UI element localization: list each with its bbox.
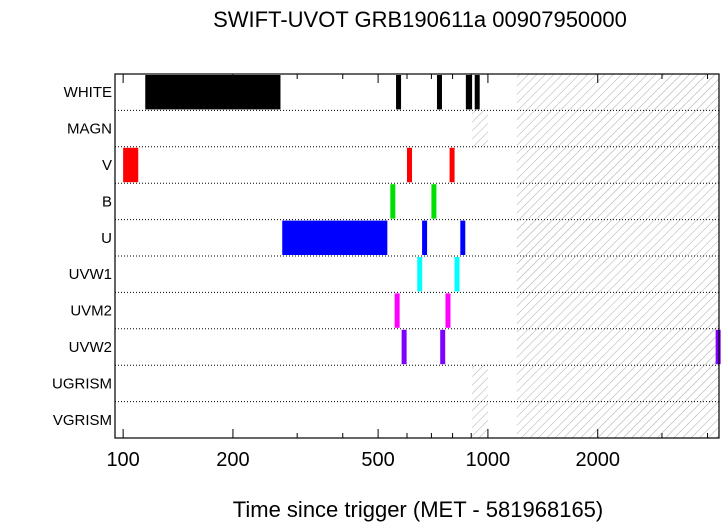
bar-u-0 [282,220,388,255]
hatched-region-1-uvm2 [516,292,719,329]
x-tick-label-1000: 1000 [466,449,511,471]
bar-uvw2-2 [715,329,721,365]
hatched-region-1-ugrism [516,365,719,402]
bar-white-0 [145,75,281,110]
x-axis: 100 200 500 1000 2000 [106,73,720,471]
filter-label-vgrism: VGRISM [53,412,112,429]
bar-white-2 [436,75,442,110]
filter-label-v: V [102,157,112,174]
filter-label-white: WHITE [64,84,112,101]
filter-label-ugrism: UGRISM [52,375,112,392]
plot-frame [114,73,720,439]
bar-uvm2-0 [394,293,400,328]
hatched-region-1-white [516,74,719,111]
hatched-region-0-vgrism [472,401,488,438]
hatched-region-1-magn [516,110,719,147]
x-axis-label: Time since trigger (MET - 581968165) [233,497,604,522]
bar-b-0 [390,184,396,219]
bar-b-1 [431,184,437,219]
x-tick-label-500: 500 [361,449,394,471]
hatched-region-0-ugrism [472,365,488,402]
filter-label-u: U [101,230,112,247]
bar-uvm2-1 [445,293,451,328]
chart-title: SWIFT-UVOT GRB190611a 00907950000 [213,7,627,32]
hatched-region-1-u [516,219,719,256]
bar-u-2 [460,220,466,255]
bar-white-4 [474,75,480,110]
filter-label-uvw2: UVW2 [69,339,112,356]
x-tick-label-100: 100 [106,449,139,471]
hatched-region-1-uvw1 [516,256,719,293]
bar-u-1 [422,220,428,255]
bar-uvw2-0 [401,329,407,365]
bar-v-1 [406,147,412,183]
x-tick-label-200: 200 [216,449,249,471]
hatched-region-1-b [516,183,719,220]
bar-uvw1-1 [454,257,460,292]
hatched-regions [472,74,719,438]
filter-label-uvw1: UVW1 [69,266,112,283]
x-tick-label-2000: 2000 [575,449,620,471]
bar-v-2 [449,147,455,183]
bar-v-0 [123,147,139,183]
exposure-bars [123,75,721,365]
bar-uvw1-0 [417,257,423,292]
bar-uvw2-1 [440,329,446,365]
bar-white-1 [396,75,402,110]
filter-label-uvm2: UVM2 [70,303,112,320]
filter-labels: WHITE MAGN V B U UVW1 UVM2 UVW2 UGRISM VGRISM [52,84,112,429]
bar-white-3 [465,75,473,110]
hatched-region-0-magn [472,110,488,147]
hatched-region-1-vgrism [516,401,719,438]
filter-label-magn: MAGN [67,121,112,138]
hatched-region-1-uvw2 [516,328,719,366]
filter-label-b: B [102,193,112,210]
hatched-region-1-v [516,146,719,184]
